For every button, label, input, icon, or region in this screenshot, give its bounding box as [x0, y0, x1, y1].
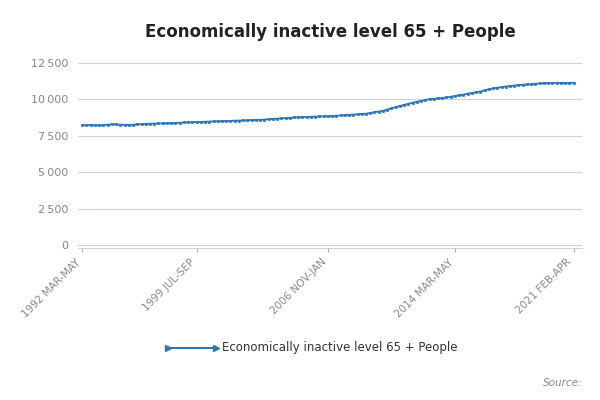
- Text: Economically inactive level 65 + People: Economically inactive level 65 + People: [222, 342, 458, 354]
- Text: Source:: Source:: [542, 378, 582, 388]
- Title: Economically inactive level 65 + People: Economically inactive level 65 + People: [145, 23, 515, 41]
